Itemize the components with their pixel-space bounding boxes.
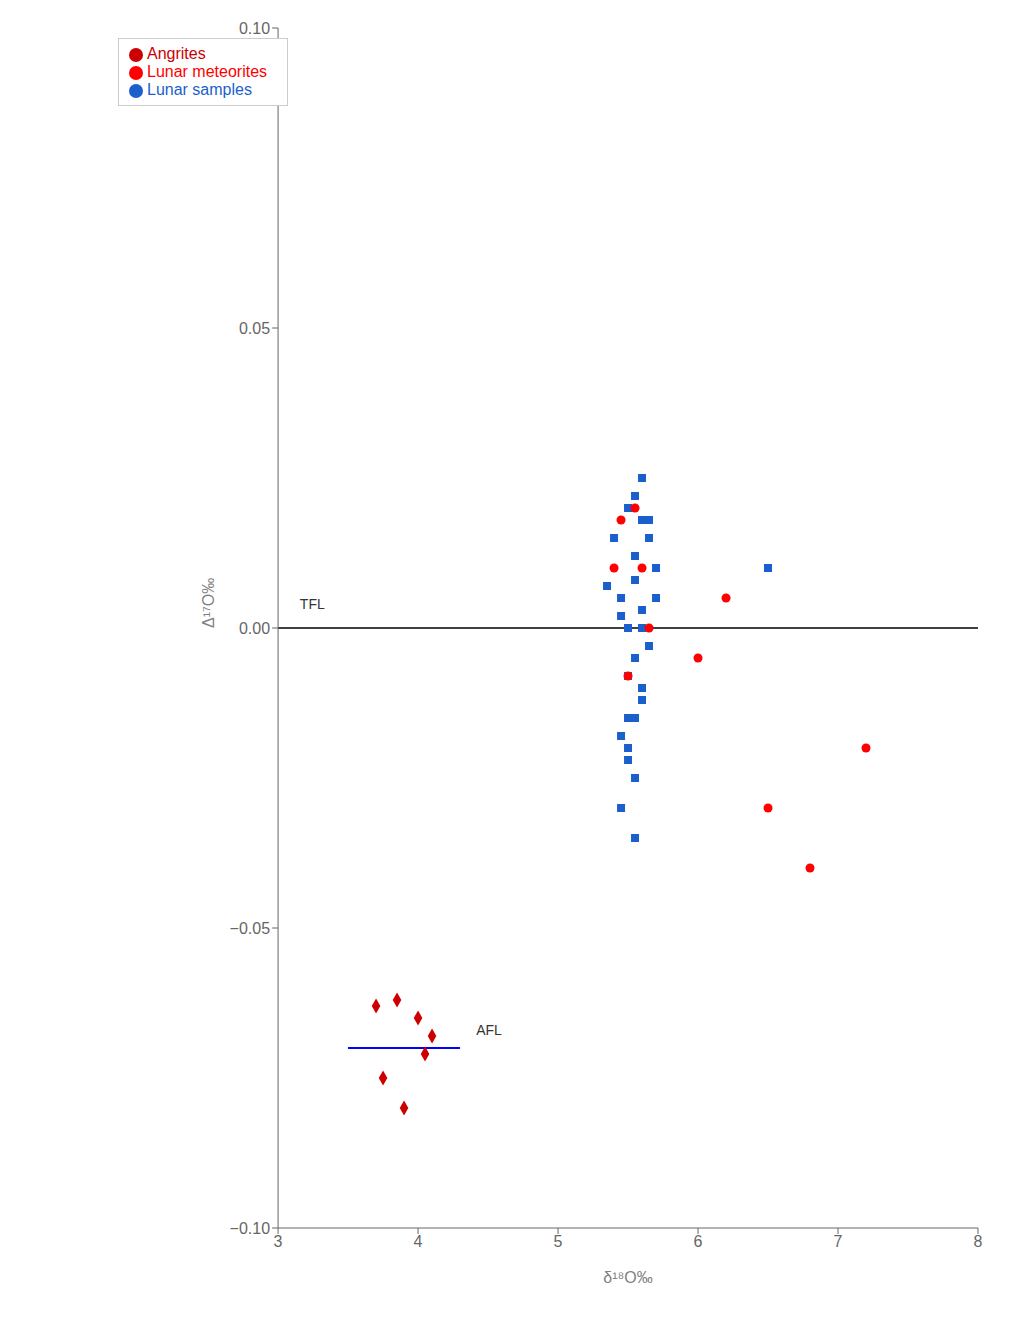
svg-text:4: 4 bbox=[414, 1233, 423, 1250]
svg-text:8: 8 bbox=[974, 1233, 983, 1250]
html-text:Angrites: Angrites bbox=[147, 45, 206, 62]
svg-text:5: 5 bbox=[554, 1233, 563, 1250]
svg-text:0.05: 0.05 bbox=[239, 320, 270, 337]
svg-text:0.10: 0.10 bbox=[239, 20, 270, 37]
svg-text:−0.10: −0.10 bbox=[230, 1220, 271, 1237]
html-text:Lunar meteorites: Lunar meteorites bbox=[147, 63, 268, 80]
svg-text:6: 6 bbox=[694, 1233, 703, 1250]
svg-text:−0.05: −0.05 bbox=[230, 920, 271, 937]
svg-text:0.00: 0.00 bbox=[239, 620, 270, 637]
svg-text:TFL: TFL bbox=[300, 596, 325, 612]
svg-text:7: 7 bbox=[834, 1233, 843, 1250]
html-text:Lunar samples: Lunar samples bbox=[147, 81, 252, 98]
svg-text:Δ¹⁷O‰: Δ¹⁷O‰ bbox=[200, 578, 217, 628]
svg-text:δ¹⁸O‰: δ¹⁸O‰ bbox=[603, 1269, 652, 1286]
svg-text:AFL: AFL bbox=[476, 1022, 502, 1038]
svg-text:3: 3 bbox=[274, 1233, 283, 1250]
